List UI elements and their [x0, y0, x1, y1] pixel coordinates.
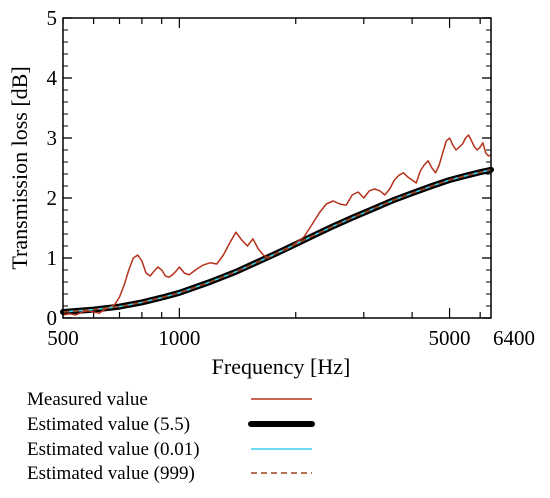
plot-frame [62, 17, 492, 319]
measured-value-line [62, 134, 492, 316]
legend-item: Estimated value (5.5) [27, 414, 315, 435]
x-tick-label: 1000 [158, 326, 200, 350]
y-tick-label: 4 [47, 66, 58, 90]
x-axis-title: Frequency [Hz] [212, 354, 351, 379]
y-tick-label: 2 [47, 186, 58, 210]
y-tick-label: 5 [47, 6, 58, 30]
legend-label: Estimated value (0.01) [27, 439, 200, 460]
y-tick-label: 1 [47, 246, 58, 270]
x-tick-label: 6400 [493, 326, 535, 350]
legend-label: Measured value [27, 389, 148, 410]
legend-label: Estimated value (5.5) [27, 414, 190, 435]
series-layer [60, 134, 494, 316]
y-axis-title: Transmission loss [dB] [7, 66, 32, 269]
legend-item: Estimated value (0.01) [27, 439, 312, 460]
legend-item: Estimated value (999) [27, 463, 312, 484]
legend: Measured value Estimated value (5.5) Estim… [27, 389, 315, 484]
tick-labels: 0 1 2 3 4 5 500 1000 5000 6400 [47, 6, 536, 350]
estimated-value-0-01-line [62, 169, 492, 313]
estimated-value-5-5-line [60, 166, 494, 315]
plot-border [62, 17, 492, 319]
x-tick-label: 500 [47, 326, 79, 350]
legend-item: Measured value [27, 389, 312, 410]
x-tick-label: 5000 [429, 326, 471, 350]
legend-label: Estimated value (999) [27, 463, 195, 484]
y-tick-label: 0 [47, 306, 58, 330]
y-tick-label: 3 [47, 126, 58, 150]
estimated-value-999-line [62, 169, 492, 313]
